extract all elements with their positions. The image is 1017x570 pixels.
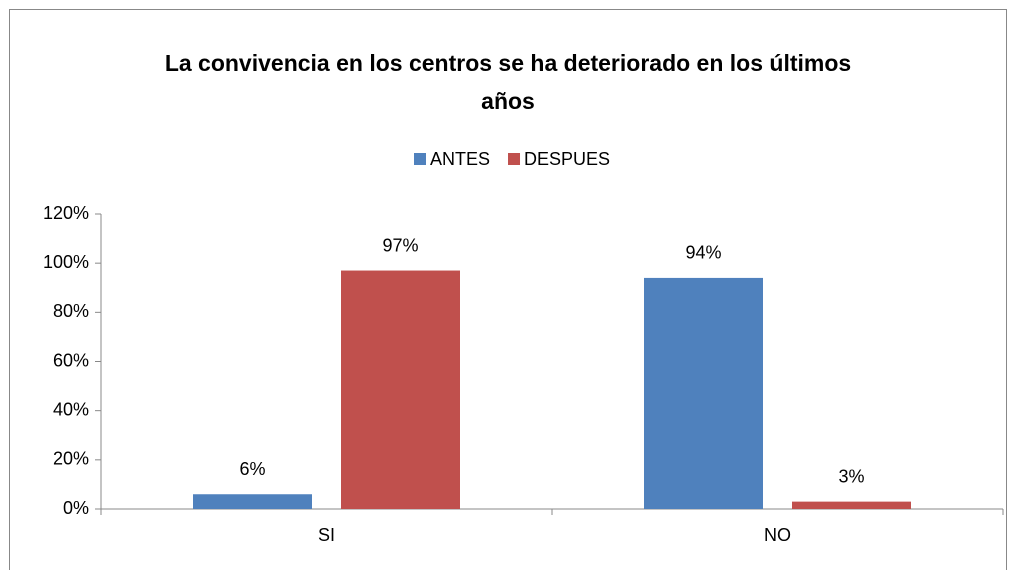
value-label: 97% — [382, 235, 418, 255]
y-tick-label: 60% — [53, 350, 89, 370]
y-tick-label: 80% — [53, 301, 89, 321]
bar — [193, 494, 312, 509]
bar — [792, 501, 911, 509]
y-tick-label: 40% — [53, 399, 89, 419]
y-tick-label: 120% — [43, 203, 89, 223]
bar — [341, 270, 460, 509]
legend-label: ANTES — [430, 149, 490, 169]
bar — [644, 277, 763, 509]
chart-frame — [9, 9, 1007, 570]
value-label: 3% — [838, 466, 864, 486]
legend-label: DESPUES — [524, 149, 610, 169]
legend-swatch — [508, 153, 521, 165]
value-label: 94% — [685, 243, 721, 263]
legend-swatch — [414, 153, 426, 165]
y-tick-label: 0% — [63, 498, 89, 518]
x-tick-label: SI — [318, 525, 335, 545]
y-tick-label: 100% — [43, 252, 89, 272]
x-tick-label: NO — [764, 525, 791, 545]
chart-title: La convivencia en los centros se ha dete… — [164, 50, 852, 114]
y-tick-label: 20% — [53, 449, 89, 469]
value-label: 6% — [239, 459, 265, 479]
